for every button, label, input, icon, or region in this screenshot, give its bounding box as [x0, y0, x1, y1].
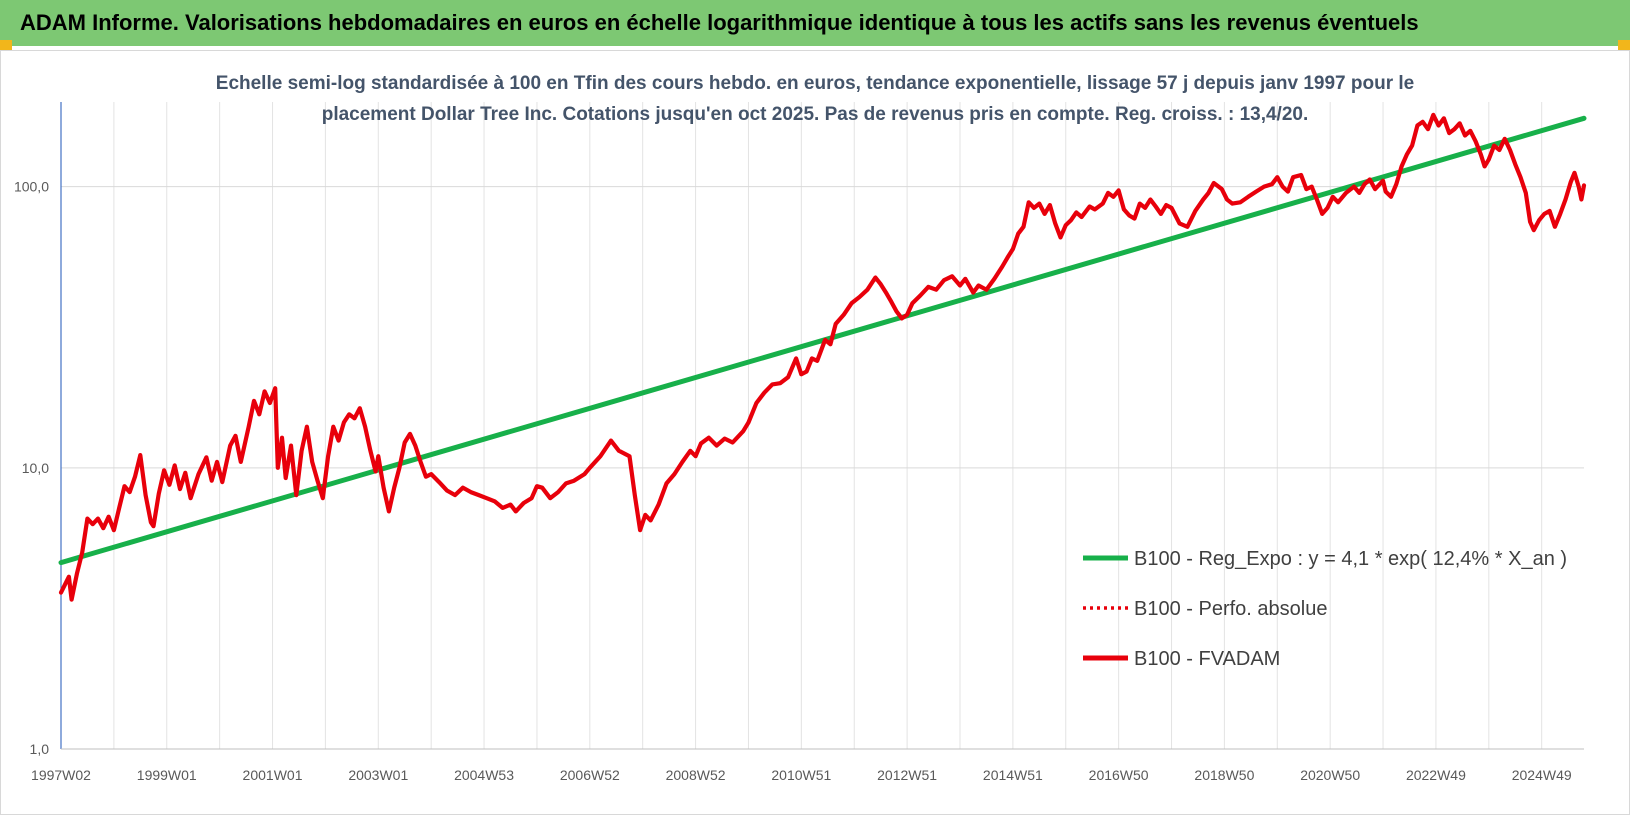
series-lines	[58, 112, 1587, 602]
x-tick-label: 2004W53	[454, 767, 514, 783]
corner-marker-left	[0, 40, 12, 50]
x-tick-label: 2020W50	[1300, 767, 1360, 783]
x-tick-label: 2003W01	[348, 767, 408, 783]
x-tick-label: 2016W50	[1089, 767, 1149, 783]
legend-label: B100 - Perfo. absolue	[1134, 598, 1327, 620]
x-tick-label: 2018W50	[1194, 767, 1254, 783]
x-tick-label: 2010W51	[771, 767, 831, 783]
tick-labels: 1,0 10,0 100,0 1997W02 1999W01 2001W01 2003W01…	[14, 179, 1572, 783]
report-title: ADAM Informe. Valorisations hebdomadaire…	[20, 10, 1419, 35]
corner-marker-right	[1618, 40, 1630, 50]
legend: B100 - Reg_Expo : y = 4,1 * exp( 12,4% *…	[1083, 548, 1567, 670]
fvadam-line	[58, 112, 1587, 602]
legend-label: B100 - Reg_Expo : y = 4,1 * exp( 12,4% *…	[1134, 548, 1567, 570]
legend-label: B100 - FVADAM	[1134, 648, 1280, 670]
axes	[60, 102, 1584, 750]
y-tick-label: 100,0	[14, 179, 49, 195]
y-tick-label: 1,0	[30, 741, 50, 757]
grid-lines	[60, 102, 1584, 750]
x-tick-label: 1997W02	[31, 767, 91, 783]
x-tick-label: 2008W52	[666, 767, 726, 783]
chart-title-line-1: Echelle semi-log standardisée à 100 en T…	[215, 73, 1415, 94]
regression-line	[58, 115, 1587, 566]
x-tick-label: 2006W52	[560, 767, 620, 783]
x-tick-label: 2014W51	[983, 767, 1043, 783]
x-tick-label: 2024W49	[1512, 767, 1572, 783]
x-tick-label: 2001W01	[243, 767, 303, 783]
x-tick-label: 1999W01	[137, 767, 197, 783]
y-tick-label: 10,0	[22, 460, 49, 476]
report-header: ADAM Informe. Valorisations hebdomadaire…	[0, 0, 1630, 46]
chart-title-line-2: placement Dollar Tree Inc. Cotations jus…	[321, 104, 1309, 125]
x-tick-label: 2012W51	[877, 767, 937, 783]
chart-title: Echelle semi-log standardisée à 100 en T…	[200, 68, 1430, 130]
x-tick-label: 2022W49	[1406, 767, 1466, 783]
